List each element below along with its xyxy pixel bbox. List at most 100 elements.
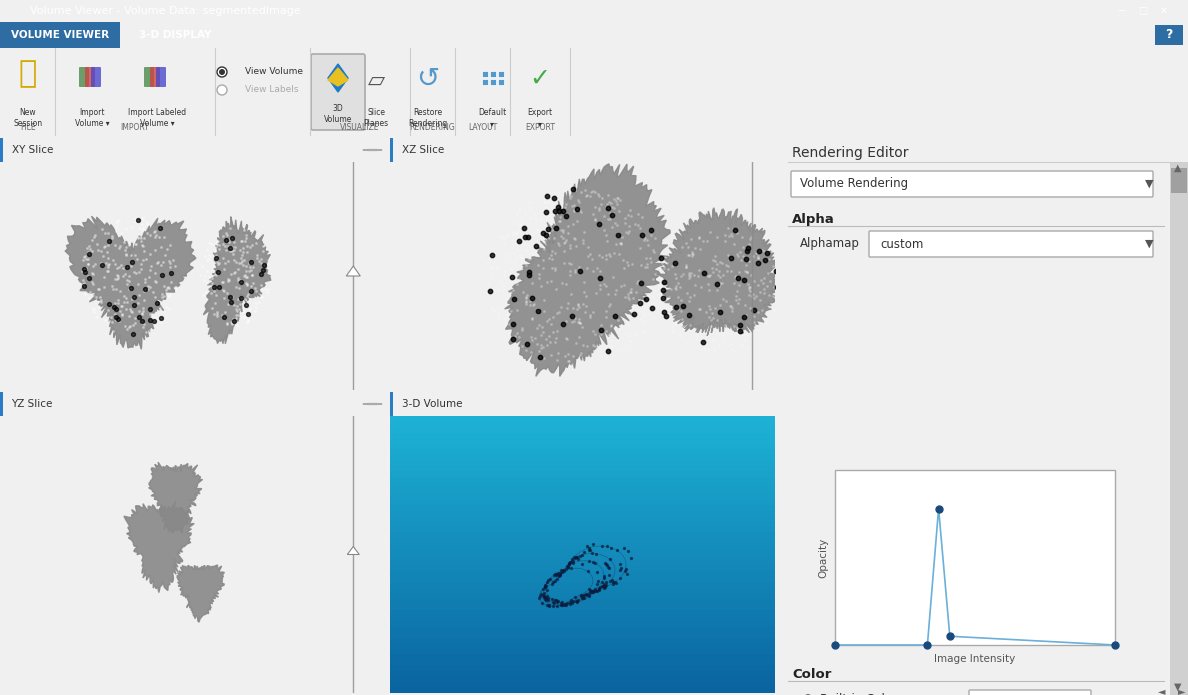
Point (625, 219, 644, 230)
Point (204, 281, 223, 293)
Point (745, 310, 764, 321)
Point (563, 596, 582, 607)
Point (590, 265, 609, 277)
Point (166, 261, 185, 272)
Point (134, 318, 153, 329)
Bar (390, 515, 775, 521)
Point (748, 252, 767, 263)
Point (233, 293, 252, 304)
Text: LAYOUT: LAYOUT (468, 123, 498, 132)
Point (247, 250, 266, 261)
Point (225, 245, 244, 256)
Point (159, 304, 178, 315)
Point (537, 206, 556, 218)
Point (727, 249, 746, 260)
Point (108, 272, 127, 283)
Text: Import Labeled
Volume ▾: Import Labeled Volume ▾ (128, 108, 187, 128)
Point (741, 281, 760, 293)
Point (706, 255, 725, 266)
Point (671, 294, 690, 305)
Point (74, 280, 93, 291)
Point (139, 281, 158, 292)
Point (216, 235, 235, 246)
Point (606, 576, 625, 587)
Point (80, 292, 99, 303)
Point (157, 302, 176, 313)
Point (536, 581, 555, 592)
Point (207, 306, 226, 318)
Point (131, 236, 150, 247)
Point (745, 275, 764, 286)
Point (109, 261, 128, 272)
Point (242, 270, 261, 281)
Point (121, 306, 140, 317)
Point (653, 293, 672, 304)
Point (207, 269, 226, 280)
Point (666, 280, 685, 291)
Point (238, 246, 257, 257)
Point (129, 311, 148, 322)
Point (532, 589, 551, 600)
Point (196, 251, 215, 262)
Point (653, 293, 672, 304)
Point (513, 325, 532, 336)
Polygon shape (657, 208, 779, 336)
Point (246, 297, 265, 309)
Point (674, 300, 693, 311)
Point (542, 213, 561, 224)
Point (247, 238, 266, 249)
Point (107, 311, 126, 322)
Point (106, 309, 125, 320)
Point (734, 312, 753, 323)
Point (541, 250, 560, 261)
Point (105, 259, 124, 270)
Point (504, 334, 523, 345)
Point (153, 256, 172, 268)
Point (748, 280, 767, 291)
Point (683, 247, 702, 258)
Point (137, 254, 156, 265)
Point (574, 234, 593, 245)
Point (83, 279, 102, 290)
Point (739, 243, 758, 254)
Point (95, 241, 114, 252)
Point (552, 196, 571, 207)
Point (118, 279, 137, 290)
Point (93, 260, 112, 271)
Text: ►: ► (1178, 686, 1186, 695)
Point (103, 254, 122, 265)
Point (115, 320, 134, 332)
Point (826, 639, 845, 651)
Point (133, 307, 152, 318)
Point (220, 243, 239, 254)
Point (766, 265, 785, 277)
Point (738, 329, 757, 341)
Point (122, 293, 141, 304)
Point (722, 229, 741, 240)
Bar (390, 581, 775, 588)
Point (740, 302, 759, 313)
Point (121, 303, 140, 314)
Point (739, 238, 758, 250)
Point (581, 545, 600, 556)
Point (748, 257, 767, 268)
Point (513, 322, 532, 334)
Point (122, 256, 141, 267)
Point (674, 268, 693, 279)
Point (209, 240, 228, 251)
Point (617, 227, 636, 238)
Point (197, 245, 216, 256)
Point (678, 249, 697, 260)
Point (739, 243, 758, 254)
Point (133, 240, 152, 251)
Point (238, 309, 257, 320)
Point (535, 196, 554, 207)
Point (213, 310, 232, 321)
Point (548, 596, 567, 607)
Point (722, 325, 741, 336)
Point (516, 231, 535, 242)
Point (627, 277, 646, 288)
Point (632, 277, 651, 288)
Point (570, 265, 589, 276)
Point (145, 316, 164, 327)
